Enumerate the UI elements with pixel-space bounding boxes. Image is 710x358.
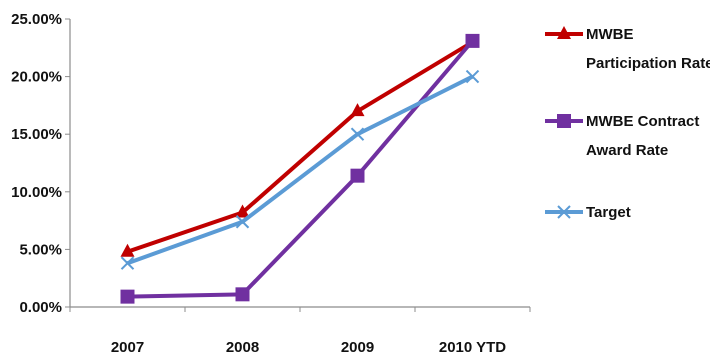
data-point-x xyxy=(350,127,365,141)
data-point-triangle xyxy=(557,26,571,39)
x-tick-label: 2010 YTD xyxy=(439,339,506,356)
series-target xyxy=(120,69,480,270)
legend-label: MWBE Contract xyxy=(586,113,699,130)
y-tick-label: 0.00% xyxy=(19,299,62,316)
legend-item: Target xyxy=(545,204,631,221)
legend-label: Participation Rate xyxy=(586,55,710,72)
x-tick-label: 2008 xyxy=(226,339,259,356)
series-line xyxy=(126,40,474,254)
x-axis-ticks: 2007 2008 2009 2010 YTD xyxy=(69,307,531,356)
series-lines xyxy=(120,33,480,304)
data-point-triangle xyxy=(235,204,250,218)
legend-item: MWBE Participation Rate xyxy=(545,26,710,72)
series-mwbe-contract-award-rate xyxy=(120,33,480,304)
y-tick-label: 10.00% xyxy=(11,184,62,201)
y-tick-label: 15.00% xyxy=(11,126,62,143)
data-point-x xyxy=(120,256,135,270)
data-point-x xyxy=(465,69,480,84)
legend-item: MWBE Contract Award Rate xyxy=(545,113,699,159)
y-tick-label: 5.00% xyxy=(19,241,62,258)
legend: MWBE Participation Rate MWBE Contract Award… xyxy=(545,26,710,221)
data-point-triangle xyxy=(350,103,365,117)
y-tick-label: 25.00% xyxy=(11,11,62,28)
x-tick-label: 2007 xyxy=(111,339,144,356)
legend-label: Award Rate xyxy=(586,142,668,159)
series-line xyxy=(127,39,475,299)
data-point-square xyxy=(557,114,571,128)
data-point-x xyxy=(235,215,250,229)
data-point-square xyxy=(350,168,365,183)
series-mwbe-participation-rate xyxy=(120,34,480,257)
x-tick-label: 2009 xyxy=(341,339,374,356)
y-tick-label: 20.00% xyxy=(11,69,62,86)
y-axis-ticks: 0.00% 5.00% 10.00% 15.00% 20.00% 25.00% xyxy=(11,11,70,316)
legend-label: Target xyxy=(586,204,631,221)
data-point-square xyxy=(465,33,480,48)
data-point-square xyxy=(235,287,250,302)
data-point-triangle xyxy=(120,243,135,257)
series-line xyxy=(126,74,474,266)
data-point-square xyxy=(120,289,135,304)
data-point-x xyxy=(557,205,571,219)
legend-label: MWBE xyxy=(586,26,634,43)
